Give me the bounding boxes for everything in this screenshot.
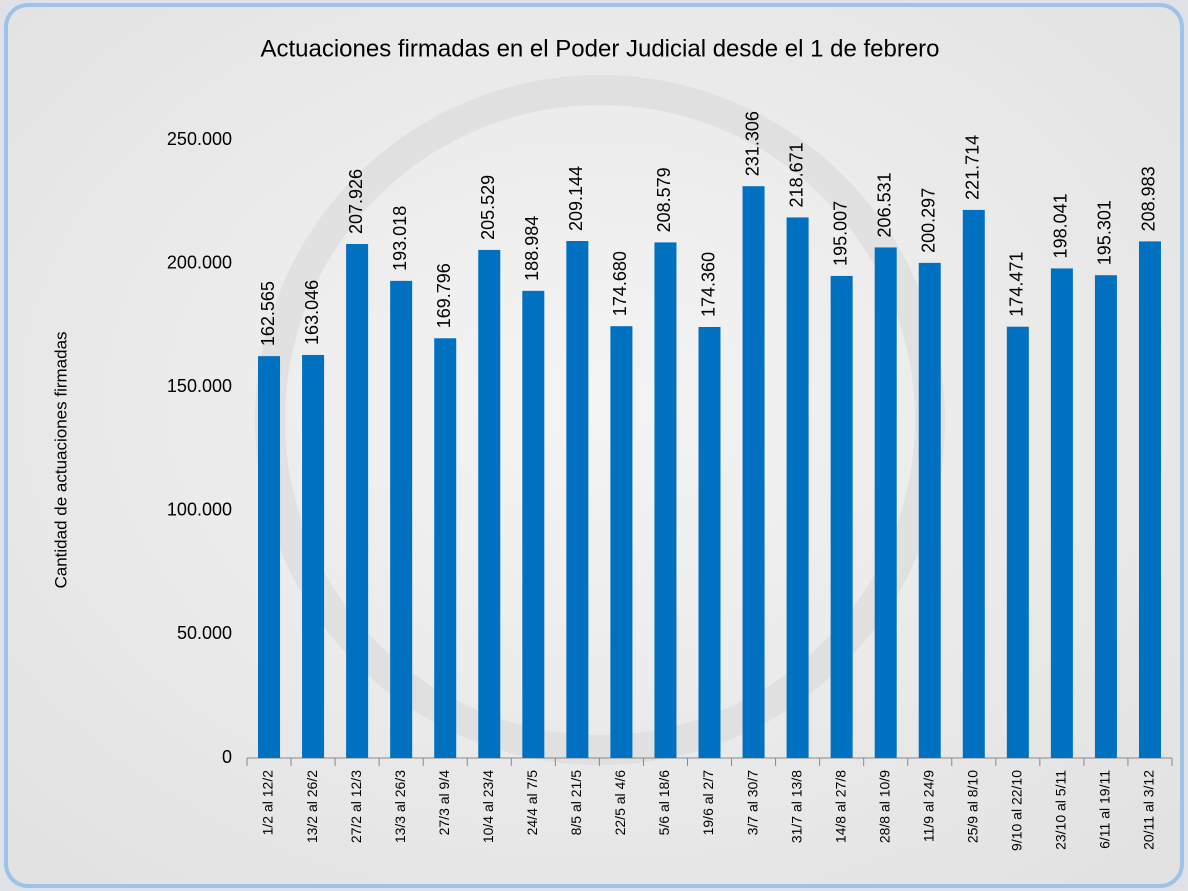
bar [874,247,897,758]
x-tick-label: 28/8 al 10/9 [876,770,892,843]
y-tick-label: 100.000 [167,500,232,520]
data-label: 218.671 [786,142,806,207]
bar [258,356,281,758]
x-tick-label: 31/7 al 13/8 [788,770,804,843]
x-tick-label: 27/3 al 9/4 [436,770,452,836]
bar [742,186,765,759]
x-tick-label: 11/9 al 24/9 [920,770,936,842]
x-tick-label: 1/2 al 12/2 [260,770,276,836]
bar [786,217,809,758]
y-tick-label: 0 [222,747,232,767]
x-tick-label: 3/7 al 30/7 [744,770,760,836]
bar [610,326,633,758]
x-tick-label: 14/8 al 27/8 [832,770,848,843]
y-tick-label: 200.000 [167,252,232,272]
data-label: 221.714 [963,135,983,200]
x-tick-label: 19/6 al 2/7 [700,770,716,836]
bar [302,354,325,758]
data-label: 174.680 [610,251,630,316]
data-label: 206.531 [874,172,894,237]
x-tick-label: 10/4 al 23/4 [480,770,496,843]
y-tick-label: 50.000 [177,623,232,643]
bar [478,249,501,758]
data-label: 193.018 [390,206,410,271]
bar [1138,241,1161,758]
x-tick-label: 24/4 al 7/5 [524,770,540,836]
data-label: 208.983 [1139,166,1159,231]
x-tick-label: 23/10 al 5/11 [1053,770,1069,850]
x-tick-label: 20/11 al 3/12 [1141,770,1157,850]
bar [566,240,589,758]
y-axis-label: Cantidad de actuaciones firmadas [51,331,70,588]
data-label: 163.046 [302,280,322,345]
data-label: 174.471 [1007,252,1027,317]
bar [346,244,369,758]
data-label: 209.144 [566,166,586,231]
data-label: 162.565 [258,281,278,346]
data-label: 200.297 [918,188,938,253]
data-label: 195.301 [1095,200,1115,265]
data-label: 188.984 [522,216,542,281]
x-tick-label: 13/3 al 26/3 [392,770,408,843]
x-tick-label: 25/9 al 8/10 [964,770,980,843]
x-tick-label: 8/5 al 21/5 [568,770,584,836]
bar [390,280,413,758]
x-tick-label: 5/6 al 18/6 [656,770,672,836]
y-tick-label: 150.000 [167,376,232,396]
bar [698,326,721,758]
bar [522,290,545,758]
data-label: 207.926 [346,169,366,234]
data-label: 205.529 [478,175,498,240]
data-label: 198.041 [1051,193,1071,258]
bar [434,338,457,758]
data-label: 208.579 [654,167,674,232]
data-label: 195.007 [830,201,850,266]
data-label: 169.796 [434,263,454,328]
chart-title: Actuaciones firmadas en el Poder Judicia… [260,35,939,62]
bar [1050,268,1073,758]
x-tick-label: 22/5 al 4/6 [612,770,628,836]
bar [1094,275,1117,758]
data-label: 174.360 [698,252,718,317]
bar [918,262,941,758]
y-tick-label: 250.000 [167,129,232,149]
data-label: 231.306 [742,111,762,176]
bar [830,275,853,758]
x-tick-label: 13/2 al 26/2 [304,770,320,843]
x-tick-label: 9/10 al 22/10 [1009,770,1025,851]
bar [962,209,985,759]
bar [1006,326,1029,758]
x-tick-label: 6/11 al 19/11 [1097,770,1113,849]
x-tick-label: 27/2 al 12/3 [348,770,364,843]
bar [654,242,677,759]
